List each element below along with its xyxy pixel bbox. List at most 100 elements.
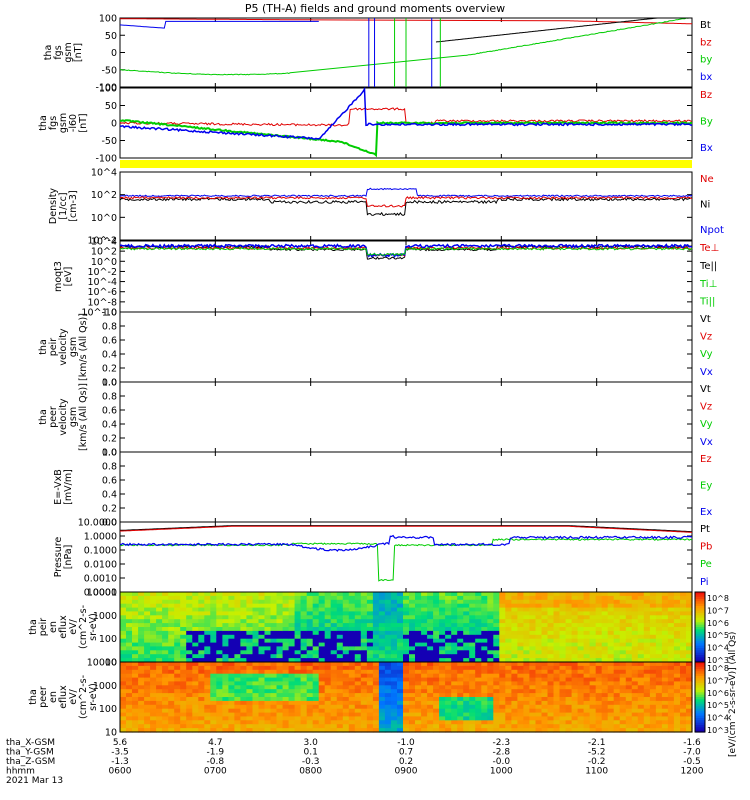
spectrogram-peer_eflux <box>120 662 693 733</box>
ephemeris-value: 0800 <box>299 767 322 777</box>
y-tick-label: 1.0 <box>102 378 117 389</box>
ephemeris-value: -0.2 <box>588 757 606 767</box>
y-tick-label: 0.6 <box>102 476 117 487</box>
y-tick-label: 10^-2 <box>87 267 117 278</box>
legend-entry: Pb <box>700 542 712 553</box>
ephemeris-value: 5.6 <box>113 738 128 748</box>
y-tick-label: 10^0 <box>91 213 117 224</box>
panel-frame-peir_vel <box>119 311 693 383</box>
colorbar-tick-label: 10^4 <box>707 714 729 723</box>
y-axis-label: tha <box>43 45 54 61</box>
series-Pi <box>119 534 693 552</box>
y-axis-label: eV/ <box>68 688 79 704</box>
y-tick-label: 0.0100 <box>84 560 117 571</box>
y-axis-label: eV/ <box>68 618 79 634</box>
y-axis-label: Density <box>48 188 59 224</box>
y-tick-label: 0.2 <box>102 364 117 375</box>
ephemeris-value: 0700 <box>204 767 227 777</box>
y-tick-label: 0.6 <box>102 336 117 347</box>
legend-entry: Vx <box>700 437 713 448</box>
series-Ni <box>119 197 693 217</box>
series-by <box>119 17 692 76</box>
legend-entry: by <box>700 55 712 66</box>
y-axis-label: [nPa] <box>63 545 74 570</box>
y-axis-label: eflux <box>58 615 69 639</box>
colorbar-peir_eflux <box>695 592 705 663</box>
colorbar-tick-label: 10^5 <box>707 701 729 710</box>
y-axis-label: gsm <box>63 42 74 62</box>
y-tick-label: 1.0 <box>102 448 117 459</box>
y-axis-label: eflux <box>58 685 69 709</box>
y-tick-label: 100 <box>99 14 117 25</box>
series-Npot <box>119 187 693 198</box>
y-axis-label: (cm^2-s- <box>78 605 89 649</box>
y-axis-label: tha <box>38 409 49 425</box>
legend-entry: Ne <box>700 174 714 185</box>
y-tick-label: 1.0000 <box>84 532 117 543</box>
colorbar-tick-label: 10^4 <box>707 644 729 653</box>
y-axis-label: en <box>48 691 59 703</box>
y-tick-label: 10^-10 <box>81 308 117 319</box>
colorbar-tick-label: 10^7 <box>707 676 729 685</box>
ephemeris-row-label: tha_X-GSM <box>6 738 55 748</box>
y-axis-label: gsm <box>58 113 69 133</box>
series-Pt <box>119 525 693 533</box>
y-axis-label: sr-eV) <box>88 613 99 641</box>
series-Tipar <box>119 246 693 257</box>
y-tick-label: 50 <box>105 31 117 42</box>
colorbar-frame <box>694 661 706 733</box>
y-tick-label: 10^4 <box>91 237 117 248</box>
ephemeris-value: -1.3 <box>111 757 129 767</box>
y-tick-label: 10^-2 <box>87 236 117 247</box>
legend-entry: Te|| <box>699 261 717 272</box>
y-tick-label: 10^-8 <box>87 297 117 308</box>
y-tick-label: 10 <box>105 658 117 669</box>
legend-entry: Vz <box>700 402 712 413</box>
colorbar-peer_eflux <box>695 662 705 733</box>
ephemeris-value: 0.7 <box>399 748 413 758</box>
series-bx <box>119 20 319 29</box>
y-axis-label: E=-VxB <box>53 469 64 504</box>
legend-entry: By <box>700 116 713 127</box>
y-tick-label: 0 <box>111 48 117 59</box>
y-tick-label: 100 <box>99 634 117 645</box>
y-tick-label: 0.1000 <box>84 546 117 557</box>
y-axis-label: moqt3 <box>53 261 64 292</box>
legend-entry: Bt <box>700 20 711 31</box>
y-axis-label: -l60 <box>68 114 79 132</box>
series-Bx <box>119 86 693 140</box>
ephemeris-value: 0600 <box>109 767 132 777</box>
series-bz <box>120 18 692 25</box>
y-tick-label: 0.4 <box>102 420 117 431</box>
y-axis-label: [1/cc] <box>58 192 69 219</box>
panel-frame-peer_vel <box>119 381 693 453</box>
y-tick-label: -50 <box>101 136 117 147</box>
y-tick-label: 0.4 <box>102 490 117 501</box>
y-axis-label: peir <box>38 618 49 637</box>
y-axis-label: peir <box>48 338 59 357</box>
colorbar-label: [eV/(cm^2-s-sr-eV)] (All Qs) <box>728 632 738 757</box>
colorbar-tick-label: 10^3 <box>707 726 729 735</box>
legend-entry: Vy <box>700 419 713 430</box>
ephemeris-row-label: hhmm <box>6 767 35 777</box>
ephemeris-value: -0.5 <box>683 757 701 767</box>
y-tick-label: 0.8 <box>102 392 117 403</box>
y-axis-label: en <box>48 621 59 633</box>
chart-title: P5 (TH-A) fields and ground moments over… <box>245 2 505 15</box>
colorbar-tick-label: 10^6 <box>707 619 729 628</box>
y-tick-label: -100 <box>95 83 117 94</box>
legend-entry: Ti|| <box>699 297 715 308</box>
ephemeris-value: -2.1 <box>588 738 606 748</box>
ephemeris-value: 0.1 <box>304 748 318 758</box>
status-bar <box>120 160 692 168</box>
y-tick-label: -50 <box>101 65 117 76</box>
y-tick-label: 0 <box>111 119 117 130</box>
y-axis-label: fgs <box>48 116 59 130</box>
ephemeris-value: -3.5 <box>111 748 129 758</box>
ephemeris-row-label: tha_Z-GSM <box>6 757 55 767</box>
y-tick-label: 0.8 <box>102 322 117 333</box>
y-tick-label: 0.4 <box>102 350 117 361</box>
y-tick-label: 10^2 <box>91 247 117 258</box>
legend-entry: Vt <box>700 384 711 395</box>
